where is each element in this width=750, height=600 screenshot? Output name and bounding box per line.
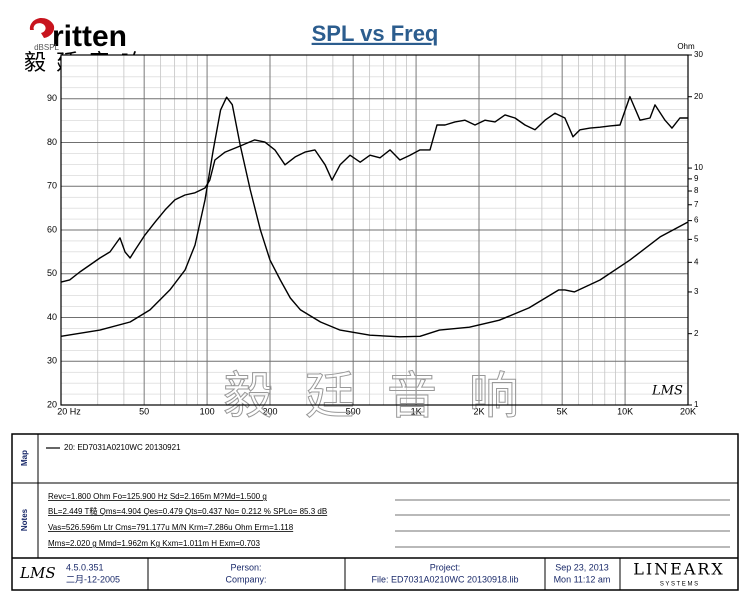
- footer-brand: LINEARX: [633, 560, 725, 579]
- x-tick-label: 500: [346, 406, 361, 416]
- note-line: Mms=2.020 g Mmd=1.962m Kg Kxm=1.011m H E…: [48, 539, 261, 548]
- y2-tick-label: 3: [694, 287, 699, 296]
- y-tick-label: 50: [47, 268, 57, 278]
- y-axis-label: dBSPL: [34, 43, 59, 52]
- x-tick-label: 20 Hz: [57, 406, 81, 416]
- y-tick-label: 40: [47, 312, 57, 322]
- note-line: Revc=1.800 Ohm Fo=125.900 Hz Sd=2.165m M…: [48, 492, 267, 501]
- y2-tick-label: 8: [694, 186, 699, 195]
- y2-tick-label: 1: [694, 400, 699, 409]
- y2-tick-label: 6: [694, 216, 699, 225]
- footer-project: Project:: [430, 562, 461, 572]
- y2-tick-label: 5: [694, 234, 699, 243]
- x-tick-label: 200: [262, 406, 277, 416]
- x-tick-label: 2K: [473, 406, 484, 416]
- note-rules: [395, 499, 730, 548]
- data-line: [60, 95, 688, 283]
- logo-text: ritten: [52, 20, 127, 53]
- y2-tick-label: 10: [694, 163, 703, 172]
- y2-tick-label: 4: [694, 257, 699, 266]
- y-tick-label: 60: [47, 224, 57, 234]
- y-tick-label: 20: [47, 399, 57, 409]
- x-tick-label: 10K: [617, 406, 633, 416]
- y-tick-label: 70: [47, 181, 57, 191]
- y2-tick-label: 30: [694, 50, 703, 59]
- legend-entry: 20: ED7031A0210WC 20130921: [64, 443, 181, 452]
- watermark: 毅 廷 音 响: [223, 367, 527, 425]
- plot-frame: [60, 54, 689, 406]
- notes-label: Notes: [20, 508, 29, 531]
- y2-tick-label: 20: [694, 92, 703, 101]
- chart-title: SPL vs Freq: [312, 21, 439, 46]
- y2-tick-label: 2: [694, 329, 699, 338]
- note-line: BL=2.449 T糙 Qms=4.904 Qes=0.479 Qts=0.43…: [48, 506, 327, 516]
- x-tick-label: 20K: [680, 406, 696, 416]
- footer-time: Mon 11:12 am: [554, 574, 611, 584]
- x-tick-label: 50: [139, 406, 149, 416]
- footer-brand-sub: S Y S T E M S: [660, 582, 698, 588]
- y2-tick-label: 7: [694, 200, 699, 209]
- note-line: Vas=526.596m Ltr Cms=791.177u M/N Krm=7.…: [48, 523, 294, 532]
- plot: 20 Hz 50 100 200 500 1K 2K 5K 10K 20K 20 30 40 50 60 70…: [34, 42, 703, 425]
- data-line: [60, 96, 689, 338]
- x-tick-label: 5K: [557, 406, 568, 416]
- x-tick-label: 100: [200, 406, 215, 416]
- y-tick-label: 90: [47, 93, 57, 103]
- y-tick-label: 80: [47, 137, 57, 147]
- y-tick-label: 30: [47, 356, 57, 366]
- footer-person: Person:: [230, 562, 261, 572]
- footer-dividers: [147, 558, 621, 590]
- footer-version: 4.5.0.351: [66, 562, 104, 572]
- footer-build-date: 二月-12-2005: [66, 574, 120, 584]
- x-tick-label: 1K: [411, 406, 422, 416]
- footer-company: Company:: [225, 574, 266, 584]
- panel-frame: [11, 433, 739, 591]
- map-label: Map: [20, 450, 29, 466]
- y2-axis-label: Ohm: [677, 42, 695, 51]
- footer-file: File: ED7031A0210WC 20130918.lib: [371, 574, 518, 584]
- plot-logo: LMS: [651, 384, 683, 399]
- logo-mark: [29, 17, 55, 38]
- y2-tick-label: 9: [694, 174, 699, 183]
- footer-date: Sep 23, 2013: [555, 562, 609, 572]
- footer-logo: LMS: [19, 564, 56, 582]
